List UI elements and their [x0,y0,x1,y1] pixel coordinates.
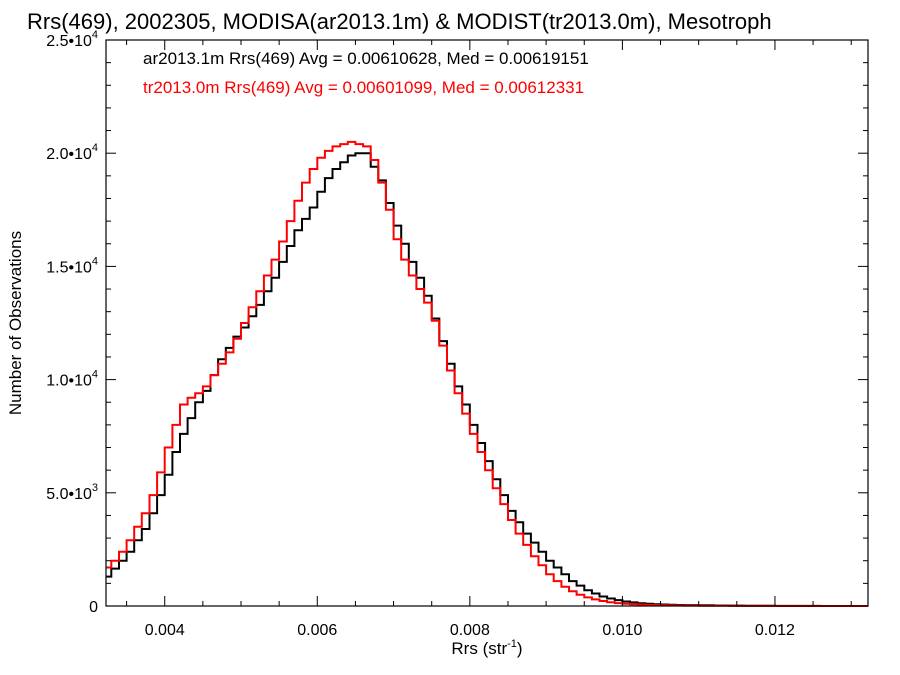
y-tick-label: 5.0•103 [46,482,98,503]
plot-frame [105,39,869,607]
series-layer [106,140,868,607]
legend: ar2013.1m Rrs(469) Avg = 0.00610628, Med… [143,49,589,97]
x-tick-label: 0.010 [602,622,642,639]
x-axis-label-main: Rrs (str [451,639,507,658]
y-tick-label: 2.0•104 [46,142,98,163]
y-axis-label: Number of Observations [6,231,25,415]
x-axis-label-superscript: -1 [507,638,517,650]
chart-title: Rrs(469), 2002305, MODISA(ar2013.1m) & M… [27,9,772,34]
x-axis: 0.004 0.006 0.008 0.010 0.012 [126,40,852,639]
x-tick-label: 0.012 [755,622,795,639]
y-tick-label: 1.0•104 [46,369,98,390]
y-tick-label: 2.5•104 [46,29,98,50]
x-axis-label-close: ) [517,639,523,658]
x-tick-label: 0.006 [297,622,337,639]
x-axis-label: Rrs (str-1) [451,638,522,658]
y-tick-label: 0 [89,599,98,616]
series-line-tr2013-0m [106,140,868,607]
x-tick-label: 0.008 [450,622,490,639]
legend-entry-tr2013: tr2013.0m Rrs(469) Avg = 0.00601099, Med… [143,78,584,97]
x-tick-label: 0.004 [145,622,185,639]
legend-entry-ar2013: ar2013.1m Rrs(469) Avg = 0.00610628, Med… [143,49,589,68]
y-tick-label: 1.5•104 [46,255,98,276]
y-axis: 0 5.0•103 1.0•104 1.5•104 2.0•104 2.5•104 [46,29,868,616]
